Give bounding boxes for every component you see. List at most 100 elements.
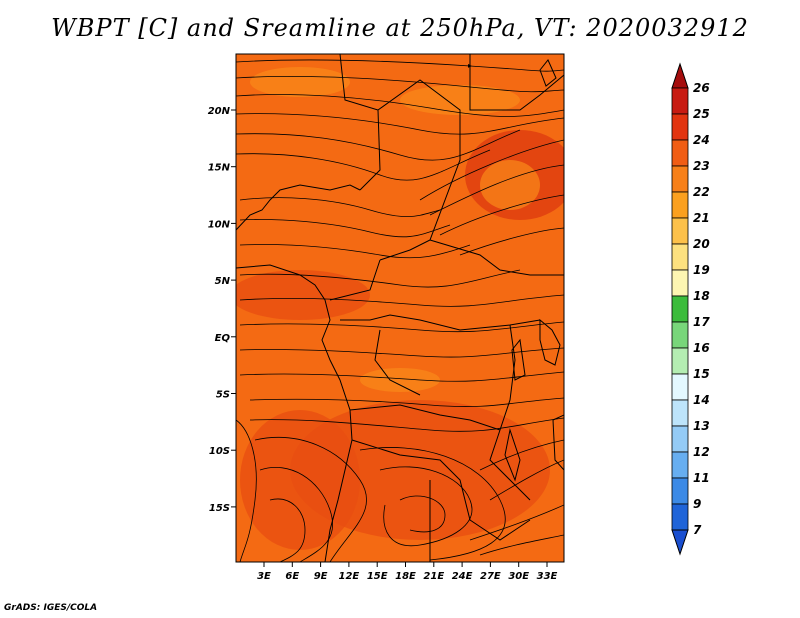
colorbar-label: 22 xyxy=(693,185,710,199)
lat-label: 15N xyxy=(208,163,231,174)
colorbar-label: 26 xyxy=(693,81,710,95)
colorbar-label: 12 xyxy=(693,445,710,459)
border xyxy=(349,404,501,431)
streamlines xyxy=(236,59,564,562)
streamline xyxy=(239,347,564,358)
colorbar-segment xyxy=(671,191,689,219)
colorbar-segment xyxy=(671,139,689,167)
streamline xyxy=(259,467,333,562)
colorbar-label: 17 xyxy=(693,315,710,329)
colorbar-bottom-triangle xyxy=(671,529,689,556)
lon-label: 9E xyxy=(314,571,328,582)
colorbar-segment xyxy=(671,503,689,531)
colorbar: 26 25 24 23 22 21 20 19 18 17 16 15 14 13 12 11 9 7 xyxy=(671,62,710,556)
streamline xyxy=(254,437,367,562)
lat-label: 20N xyxy=(208,106,231,117)
streamline xyxy=(439,194,564,236)
lon-label: 15E xyxy=(367,571,388,582)
border xyxy=(351,439,531,541)
streamline xyxy=(239,197,441,217)
streamline xyxy=(236,129,521,161)
lat-label: 5N xyxy=(215,276,231,287)
colorbar-label: 14 xyxy=(693,393,710,407)
colorbar-segment xyxy=(671,165,689,193)
streamline xyxy=(429,164,564,216)
streamline xyxy=(379,466,473,547)
streamline xyxy=(236,94,564,117)
colorbar-segment xyxy=(671,451,689,479)
colorbar-segment xyxy=(671,321,689,349)
colorbar-segment xyxy=(671,477,689,505)
field-warm-zone xyxy=(236,270,370,320)
colorbar-top-triangle xyxy=(671,62,689,89)
colorbar-label: 23 xyxy=(693,159,710,173)
streamline xyxy=(479,534,564,556)
streamline xyxy=(399,495,446,533)
lake xyxy=(504,428,521,482)
coastline xyxy=(236,264,353,562)
border xyxy=(329,259,381,301)
lon-label: 12E xyxy=(339,571,360,582)
streamline xyxy=(239,371,564,382)
streamline xyxy=(236,76,564,93)
field-warm-zone xyxy=(240,410,360,550)
lon-label: 30E xyxy=(508,571,529,582)
streamline xyxy=(249,397,564,407)
streamline xyxy=(459,227,564,256)
field-cool-zone xyxy=(400,85,520,115)
latitude-axis: 20N 15N 10N 5N EQ 5S 10S 15S xyxy=(208,106,236,514)
streamline xyxy=(239,244,471,259)
colorbar-segment xyxy=(671,243,689,271)
lon-label: 3E xyxy=(257,571,271,582)
colorbar-segment xyxy=(671,217,689,245)
streamline xyxy=(469,504,564,541)
colorbar-label: 20 xyxy=(693,237,710,251)
streamline xyxy=(239,269,521,288)
colorbar-label: 13 xyxy=(693,419,710,433)
longitude-axis: 3E 6E 9E 12E 15E 18E 21E 24E 27E 30E 33E xyxy=(257,562,558,582)
lat-label: 10S xyxy=(209,446,230,457)
streamline xyxy=(479,439,564,471)
border xyxy=(469,54,564,111)
colorbar-segment xyxy=(671,113,689,141)
country-boundaries xyxy=(236,54,564,562)
lat-label: 10N xyxy=(208,219,231,230)
lon-label: 6E xyxy=(285,571,299,582)
lat-label: 5S xyxy=(216,390,230,401)
streamline xyxy=(489,459,564,501)
colorbar-segment xyxy=(671,87,689,115)
field-cool-zone xyxy=(250,67,350,97)
lon-label: 27E xyxy=(480,571,501,582)
streamline xyxy=(236,419,257,562)
lat-label: 15S xyxy=(209,503,230,514)
colorbar-segment xyxy=(671,295,689,323)
streamline xyxy=(249,417,564,432)
grads-credit: GrADS: IGES/COLA xyxy=(4,603,98,613)
streamline xyxy=(239,219,451,238)
map-frame xyxy=(235,53,565,563)
border xyxy=(374,329,421,396)
colorbar-label: 24 xyxy=(693,133,710,147)
colorbar-segment xyxy=(671,399,689,427)
island xyxy=(552,414,564,471)
coastline xyxy=(236,184,361,231)
colorbar-label: 18 xyxy=(693,289,710,303)
colorbar-label: 7 xyxy=(693,523,702,537)
colorbar-segment xyxy=(671,269,689,297)
colorbar-segment xyxy=(671,373,689,401)
feature xyxy=(539,59,557,87)
colorbar-label: 15 xyxy=(693,367,710,381)
streamline xyxy=(236,59,564,72)
colorbar-label: 19 xyxy=(693,263,710,277)
colorbar-segment xyxy=(671,425,689,453)
colorbar-label: 9 xyxy=(693,497,701,511)
chart-title: WBPT [C] and Sreamline at 250hPa, VT: 20… xyxy=(51,14,749,42)
streamline xyxy=(359,447,506,561)
colorbar-label: 21 xyxy=(693,211,710,225)
lat-label: EQ xyxy=(215,333,231,344)
lake xyxy=(539,318,561,366)
streamline xyxy=(236,113,564,135)
border xyxy=(377,79,461,261)
colorbar-segment xyxy=(671,347,689,375)
